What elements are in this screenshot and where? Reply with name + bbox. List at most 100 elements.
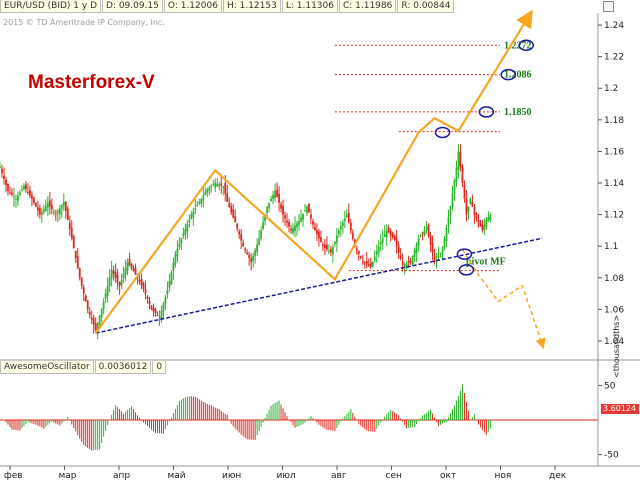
circled-point	[434, 126, 451, 139]
candle-body	[130, 264, 133, 269]
candle-body	[379, 242, 382, 245]
candle-body	[465, 198, 468, 215]
candle-body	[3, 175, 5, 180]
candle-body	[64, 202, 67, 212]
candle-body	[40, 211, 43, 215]
candle-body	[415, 244, 418, 254]
candle-body	[306, 206, 308, 214]
symbol-info-bar: EUR/USD (BID) 1 у D D: 09.09.15 O: 1.120…	[0, 0, 455, 13]
candle-body	[214, 183, 217, 188]
candle-body	[270, 198, 272, 202]
info-cell-date: D: 09.09.15	[102, 0, 163, 13]
info-cell-high: H: 1.12153	[222, 0, 281, 13]
candle-body	[42, 209, 45, 213]
candle-body	[276, 189, 278, 197]
y-tick-label: 1.12	[604, 211, 624, 221]
candle-body	[44, 206, 47, 211]
candle-body	[102, 301, 105, 309]
candle-body	[371, 261, 374, 267]
candle-body	[252, 256, 255, 261]
info-cell-range: R: 0.00844	[397, 0, 455, 13]
candle-body	[278, 193, 280, 203]
candle-body	[82, 287, 85, 294]
x-tick-label: дек	[549, 471, 567, 480]
candle-body	[128, 258, 131, 266]
level-label: pivot MF	[466, 257, 506, 268]
pattern-arrow	[94, 9, 533, 334]
candle-body	[431, 242, 434, 254]
circled-point	[500, 68, 517, 81]
candle-body	[46, 203, 49, 208]
candle-body	[68, 222, 71, 230]
candle-body	[284, 215, 286, 219]
candle-body	[48, 200, 51, 207]
candle-body	[120, 279, 123, 286]
y-tick-label: 1.06	[604, 305, 624, 315]
candle-body	[425, 227, 428, 230]
candles	[0, 144, 492, 340]
candle-body	[9, 192, 11, 194]
candle-body	[268, 202, 270, 209]
candle-body	[110, 269, 113, 279]
candle-body	[302, 213, 304, 220]
candle-body	[70, 228, 73, 239]
candle-body	[347, 212, 350, 223]
candle-body	[449, 206, 452, 217]
candle-body	[419, 235, 422, 237]
x-tick-label: апр	[113, 471, 130, 480]
candle-body	[439, 252, 442, 255]
candle-body	[351, 232, 354, 239]
candle-body	[457, 151, 460, 170]
info-cell-low: L: 1.11306	[281, 0, 338, 13]
candle-body	[242, 242, 245, 247]
candle-body	[316, 229, 318, 235]
candle-body	[142, 283, 145, 289]
candle-body	[238, 231, 241, 235]
candle-body	[264, 214, 267, 222]
candle-body	[375, 251, 378, 255]
candle-body	[118, 282, 121, 286]
candle-body	[451, 193, 454, 207]
projection-arrow	[461, 248, 546, 350]
indicator-value: 0.0036012	[94, 361, 152, 374]
candle-body	[30, 194, 33, 199]
candle-body	[411, 256, 414, 265]
x-tick-label: фев	[4, 471, 23, 480]
circled-point	[458, 264, 475, 276]
candle-body	[433, 255, 436, 262]
candle-body	[333, 241, 336, 245]
candle-body	[112, 270, 115, 274]
candle-body	[429, 235, 432, 245]
candle-body	[200, 198, 203, 204]
axes: 1.04 1.06 1.08 1.1 1.12 1.14 1.16 1.18 1.2 1.22 1.…	[0, 13, 640, 480]
brand-title: Masterforex-V	[28, 72, 155, 93]
candle-body	[473, 206, 476, 215]
candle-body	[435, 258, 438, 260]
candle-body	[274, 190, 276, 198]
candle-body	[343, 218, 346, 221]
candle-body	[150, 305, 153, 310]
y-tick-label: 1.16	[604, 147, 624, 157]
candle-body	[178, 243, 181, 248]
candle-body	[86, 300, 89, 310]
level-label: 1.1850	[504, 107, 532, 118]
candle-body	[399, 255, 402, 259]
panel-menu-icon[interactable]	[603, 1, 614, 12]
candle-body	[106, 285, 109, 296]
indicator-name[interactable]: AwesomeOscillator	[0, 361, 94, 374]
candle-body	[156, 315, 159, 317]
candle-body	[202, 195, 205, 200]
candle-body	[74, 250, 77, 259]
candle-body	[94, 323, 97, 330]
candle-body	[312, 220, 314, 225]
candle-body	[401, 261, 404, 266]
candle-body	[310, 214, 312, 219]
circled-point	[478, 106, 495, 118]
candle-body	[208, 187, 211, 191]
candle-body	[180, 238, 183, 244]
x-tick-label: мар	[59, 471, 77, 480]
candle-body	[240, 234, 243, 241]
trendline	[95, 237, 543, 334]
candle-body	[328, 250, 330, 252]
level-label: 1.2086	[504, 70, 532, 81]
